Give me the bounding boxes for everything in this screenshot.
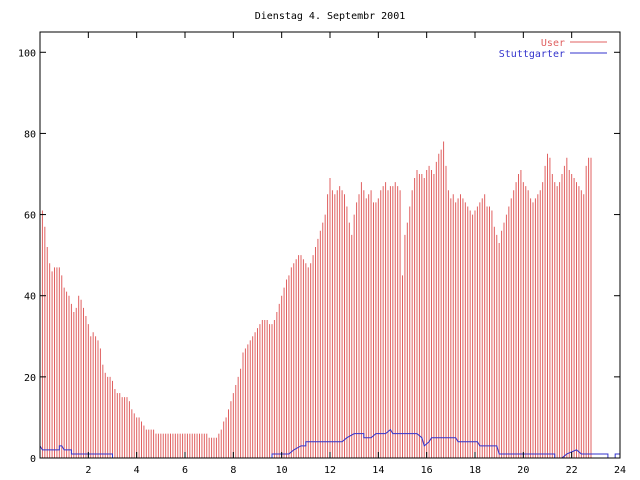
y-tick-label: 60 [24, 211, 36, 222]
user-series [39, 141, 592, 458]
x-tick-label: 6 [182, 465, 188, 476]
y-tick-label: 80 [24, 129, 36, 140]
x-tick-label: 20 [517, 465, 529, 476]
x-tick-label: 22 [566, 465, 578, 476]
y-tick-label: 20 [24, 373, 36, 384]
legend: User Stuttgarter [499, 38, 607, 60]
y-tick-label: 40 [24, 292, 36, 303]
x-tick-label: 10 [276, 465, 288, 476]
chart-title: Dienstag 4. Septembr 2001 [255, 11, 406, 22]
y-tick-label: 100 [18, 48, 36, 59]
x-tick-label: 14 [372, 465, 384, 476]
x-tick-label: 12 [324, 465, 336, 476]
legend-label-user: User [541, 38, 565, 49]
x-tick-label: 18 [469, 465, 481, 476]
x-tick-label: 2 [85, 465, 91, 476]
y-tick-label: 0 [30, 454, 36, 465]
x-tick-label: 16 [421, 465, 433, 476]
legend-label-stuttgarter: Stuttgarter [499, 49, 565, 60]
x-tick-label: 24 [614, 465, 626, 476]
x-tick-label: 4 [134, 465, 140, 476]
x-tick-label: 8 [230, 465, 236, 476]
